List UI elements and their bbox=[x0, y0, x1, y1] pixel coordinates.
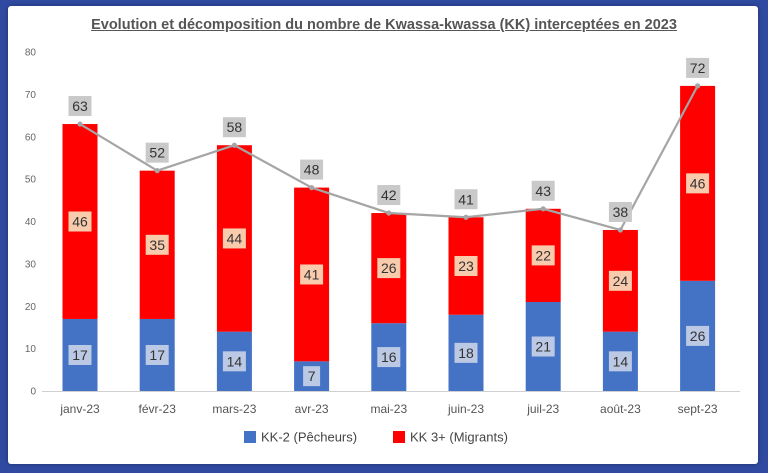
data-label-total-box bbox=[686, 57, 710, 78]
data-label-total-box bbox=[377, 185, 401, 206]
data-label-kk2-box bbox=[686, 325, 710, 346]
total-point bbox=[463, 214, 469, 220]
data-label-kk2: 26 bbox=[690, 328, 706, 344]
y-tick-label: 60 bbox=[25, 132, 37, 143]
data-label-kk2: 7 bbox=[308, 368, 316, 384]
total-point bbox=[695, 83, 701, 89]
data-label-total: 52 bbox=[149, 145, 165, 161]
data-label-kk2-box bbox=[377, 347, 401, 368]
data-label-total: 42 bbox=[381, 187, 397, 203]
x-tick-label: févr-23 bbox=[139, 402, 177, 416]
total-point bbox=[77, 121, 83, 127]
data-label-kk3-box bbox=[300, 264, 324, 285]
data-label-total: 63 bbox=[72, 98, 88, 114]
data-label-total: 58 bbox=[227, 119, 243, 135]
data-label-kk2-box bbox=[222, 351, 246, 372]
data-label-kk3-box bbox=[686, 173, 710, 194]
data-label-total-box bbox=[608, 201, 632, 222]
data-label-kk2-box bbox=[608, 351, 632, 372]
legend-label-kk3: KK 3+ (Migrants) bbox=[410, 430, 508, 445]
data-label-kk3-box bbox=[454, 255, 478, 276]
data-label-kk3: 46 bbox=[690, 175, 706, 191]
data-label-kk3: 26 bbox=[381, 260, 397, 276]
x-tick-label: août-23 bbox=[600, 402, 641, 416]
data-label-total-box bbox=[531, 180, 555, 201]
data-label-kk3-box bbox=[145, 234, 169, 255]
data-label-kk3-box bbox=[377, 258, 401, 279]
data-label-total-box bbox=[145, 142, 169, 163]
data-label-kk3: 35 bbox=[149, 237, 165, 253]
legend-swatch-kk3 bbox=[393, 431, 405, 443]
data-label-total: 72 bbox=[690, 60, 706, 76]
x-tick-label: mai-23 bbox=[370, 402, 407, 416]
data-label-total: 41 bbox=[458, 191, 474, 207]
data-label-kk2: 17 bbox=[149, 347, 165, 363]
data-label-total-box bbox=[300, 159, 324, 180]
data-label-kk2-box bbox=[454, 342, 478, 363]
x-tick-label: mars-23 bbox=[212, 402, 256, 416]
data-label-kk3: 44 bbox=[227, 230, 243, 246]
data-label-kk2: 21 bbox=[535, 339, 551, 355]
data-label-total-box bbox=[68, 96, 92, 117]
data-label-kk3: 24 bbox=[613, 273, 629, 289]
x-tick-label: sept-23 bbox=[678, 402, 718, 416]
data-label-kk2: 14 bbox=[227, 353, 243, 369]
y-tick-label: 20 bbox=[25, 302, 37, 313]
data-label-kk3-box bbox=[68, 211, 92, 232]
data-label-total: 48 bbox=[304, 162, 320, 178]
data-label-kk3: 46 bbox=[72, 214, 88, 230]
data-label-kk2: 18 bbox=[458, 345, 474, 361]
total-point bbox=[154, 168, 160, 174]
data-label-kk3-box bbox=[222, 228, 246, 249]
data-label-kk2-box bbox=[145, 344, 169, 365]
data-label-kk3-box bbox=[531, 245, 555, 266]
total-point bbox=[617, 227, 624, 233]
data-label-kk2-box bbox=[68, 344, 92, 365]
data-label-total-box bbox=[222, 117, 246, 138]
x-tick-label: avr-23 bbox=[295, 402, 329, 416]
y-tick-label: 70 bbox=[25, 90, 37, 101]
y-tick-label: 30 bbox=[25, 259, 37, 270]
y-tick-label: 0 bbox=[30, 387, 36, 398]
data-label-total-box bbox=[454, 189, 478, 210]
x-tick-label: juil-23 bbox=[526, 402, 559, 416]
legend-swatch-kk2 bbox=[244, 431, 256, 443]
total-point bbox=[231, 142, 237, 148]
data-label-kk3: 41 bbox=[304, 266, 320, 282]
y-tick-label: 50 bbox=[25, 175, 37, 186]
data-label-kk2-box bbox=[303, 366, 321, 387]
data-label-kk3: 22 bbox=[535, 247, 551, 263]
chart-title: Evolution et décomposition du nombre de … bbox=[91, 17, 677, 33]
data-label-kk2: 17 bbox=[72, 347, 88, 363]
x-tick-label: janv-23 bbox=[59, 402, 100, 416]
y-tick-label: 10 bbox=[25, 344, 37, 355]
data-label-kk2: 14 bbox=[613, 353, 629, 369]
total-point bbox=[540, 206, 546, 212]
total-point bbox=[386, 210, 392, 216]
x-tick-label: juin-23 bbox=[447, 402, 484, 416]
data-label-kk3: 23 bbox=[458, 258, 474, 274]
data-label-total: 43 bbox=[535, 183, 551, 199]
total-point bbox=[309, 185, 315, 191]
data-label-kk2-box bbox=[531, 336, 555, 357]
y-tick-label: 40 bbox=[25, 217, 37, 228]
data-label-kk3-box bbox=[608, 270, 632, 291]
legend-label-kk2: KK-2 (Pêcheurs) bbox=[261, 430, 357, 445]
y-tick-label: 80 bbox=[25, 48, 37, 59]
data-label-kk2: 16 bbox=[381, 349, 397, 365]
data-label-total: 38 bbox=[613, 204, 629, 220]
